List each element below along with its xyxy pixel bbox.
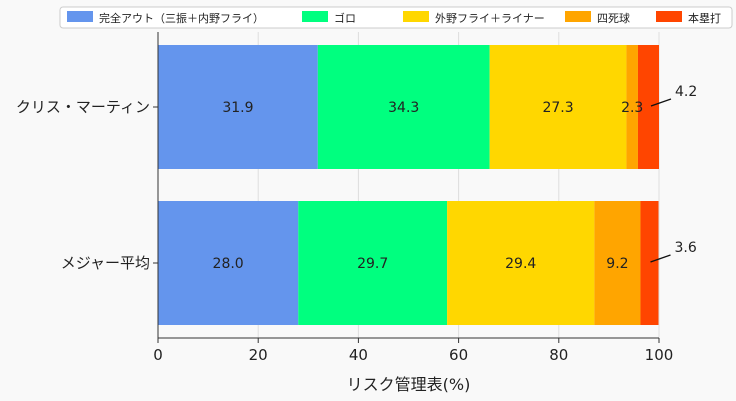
bar-segment <box>317 45 490 169</box>
x-tick-label: 40 <box>349 346 368 364</box>
bar-segment <box>158 45 318 169</box>
bar-segment <box>447 201 595 325</box>
legend-label: 本塁打 <box>688 11 721 25</box>
bar-segment <box>298 201 448 325</box>
data-label: 9.2 <box>606 256 628 272</box>
legend-swatch <box>403 11 429 22</box>
legend-label: 完全アウト（三振＋内野フライ） <box>99 11 264 25</box>
data-label: 31.9 <box>222 100 253 116</box>
category-label: クリス・マーティン <box>16 98 150 116</box>
x-tick-label: 60 <box>449 346 468 364</box>
x-tick-label: 100 <box>645 346 674 364</box>
legend: 完全アウト（三振＋内野フライ） ゴロ 外野フライ＋ライナー 四死球 本塁打 <box>59 6 733 29</box>
leader-line <box>650 98 672 107</box>
legend-swatch <box>302 11 328 22</box>
legend-swatch <box>565 11 591 22</box>
category-label: メジャー平均 <box>61 254 150 272</box>
data-label: 27.3 <box>542 100 573 116</box>
bar-segment <box>637 45 659 169</box>
bar-segment <box>489 45 627 169</box>
x-tick-label: 0 <box>153 346 163 364</box>
x-axis-title: リスク管理表(%) <box>347 375 471 394</box>
data-labels: 31.9 34.3 27.3 2.3 4.2 28.0 29.7 29.4 9.2 3.6 <box>213 84 698 272</box>
bar-segment <box>640 201 659 325</box>
data-label: 3.6 <box>674 240 696 256</box>
data-label: 29.7 <box>357 256 388 272</box>
bar-segment <box>158 201 299 325</box>
data-label: 4.2 <box>675 84 697 100</box>
data-label: 29.4 <box>505 256 536 272</box>
bar-segment <box>626 45 638 169</box>
x-tick-label: 20 <box>249 346 268 364</box>
legend-box <box>59 6 733 29</box>
leader-line <box>650 254 671 263</box>
bars <box>158 45 659 325</box>
legend-label: ゴロ <box>334 11 356 25</box>
x-tick-label: 80 <box>549 346 568 364</box>
legend-label: 四死球 <box>597 11 630 25</box>
data-label: 2.3 <box>621 100 643 116</box>
legend-label: 外野フライ＋ライナー <box>435 12 545 25</box>
data-label: 28.0 <box>213 256 244 272</box>
legend-swatch <box>67 11 93 22</box>
data-label: 34.3 <box>388 100 419 116</box>
bar-segment <box>594 201 641 325</box>
legend-swatch <box>656 11 682 22</box>
